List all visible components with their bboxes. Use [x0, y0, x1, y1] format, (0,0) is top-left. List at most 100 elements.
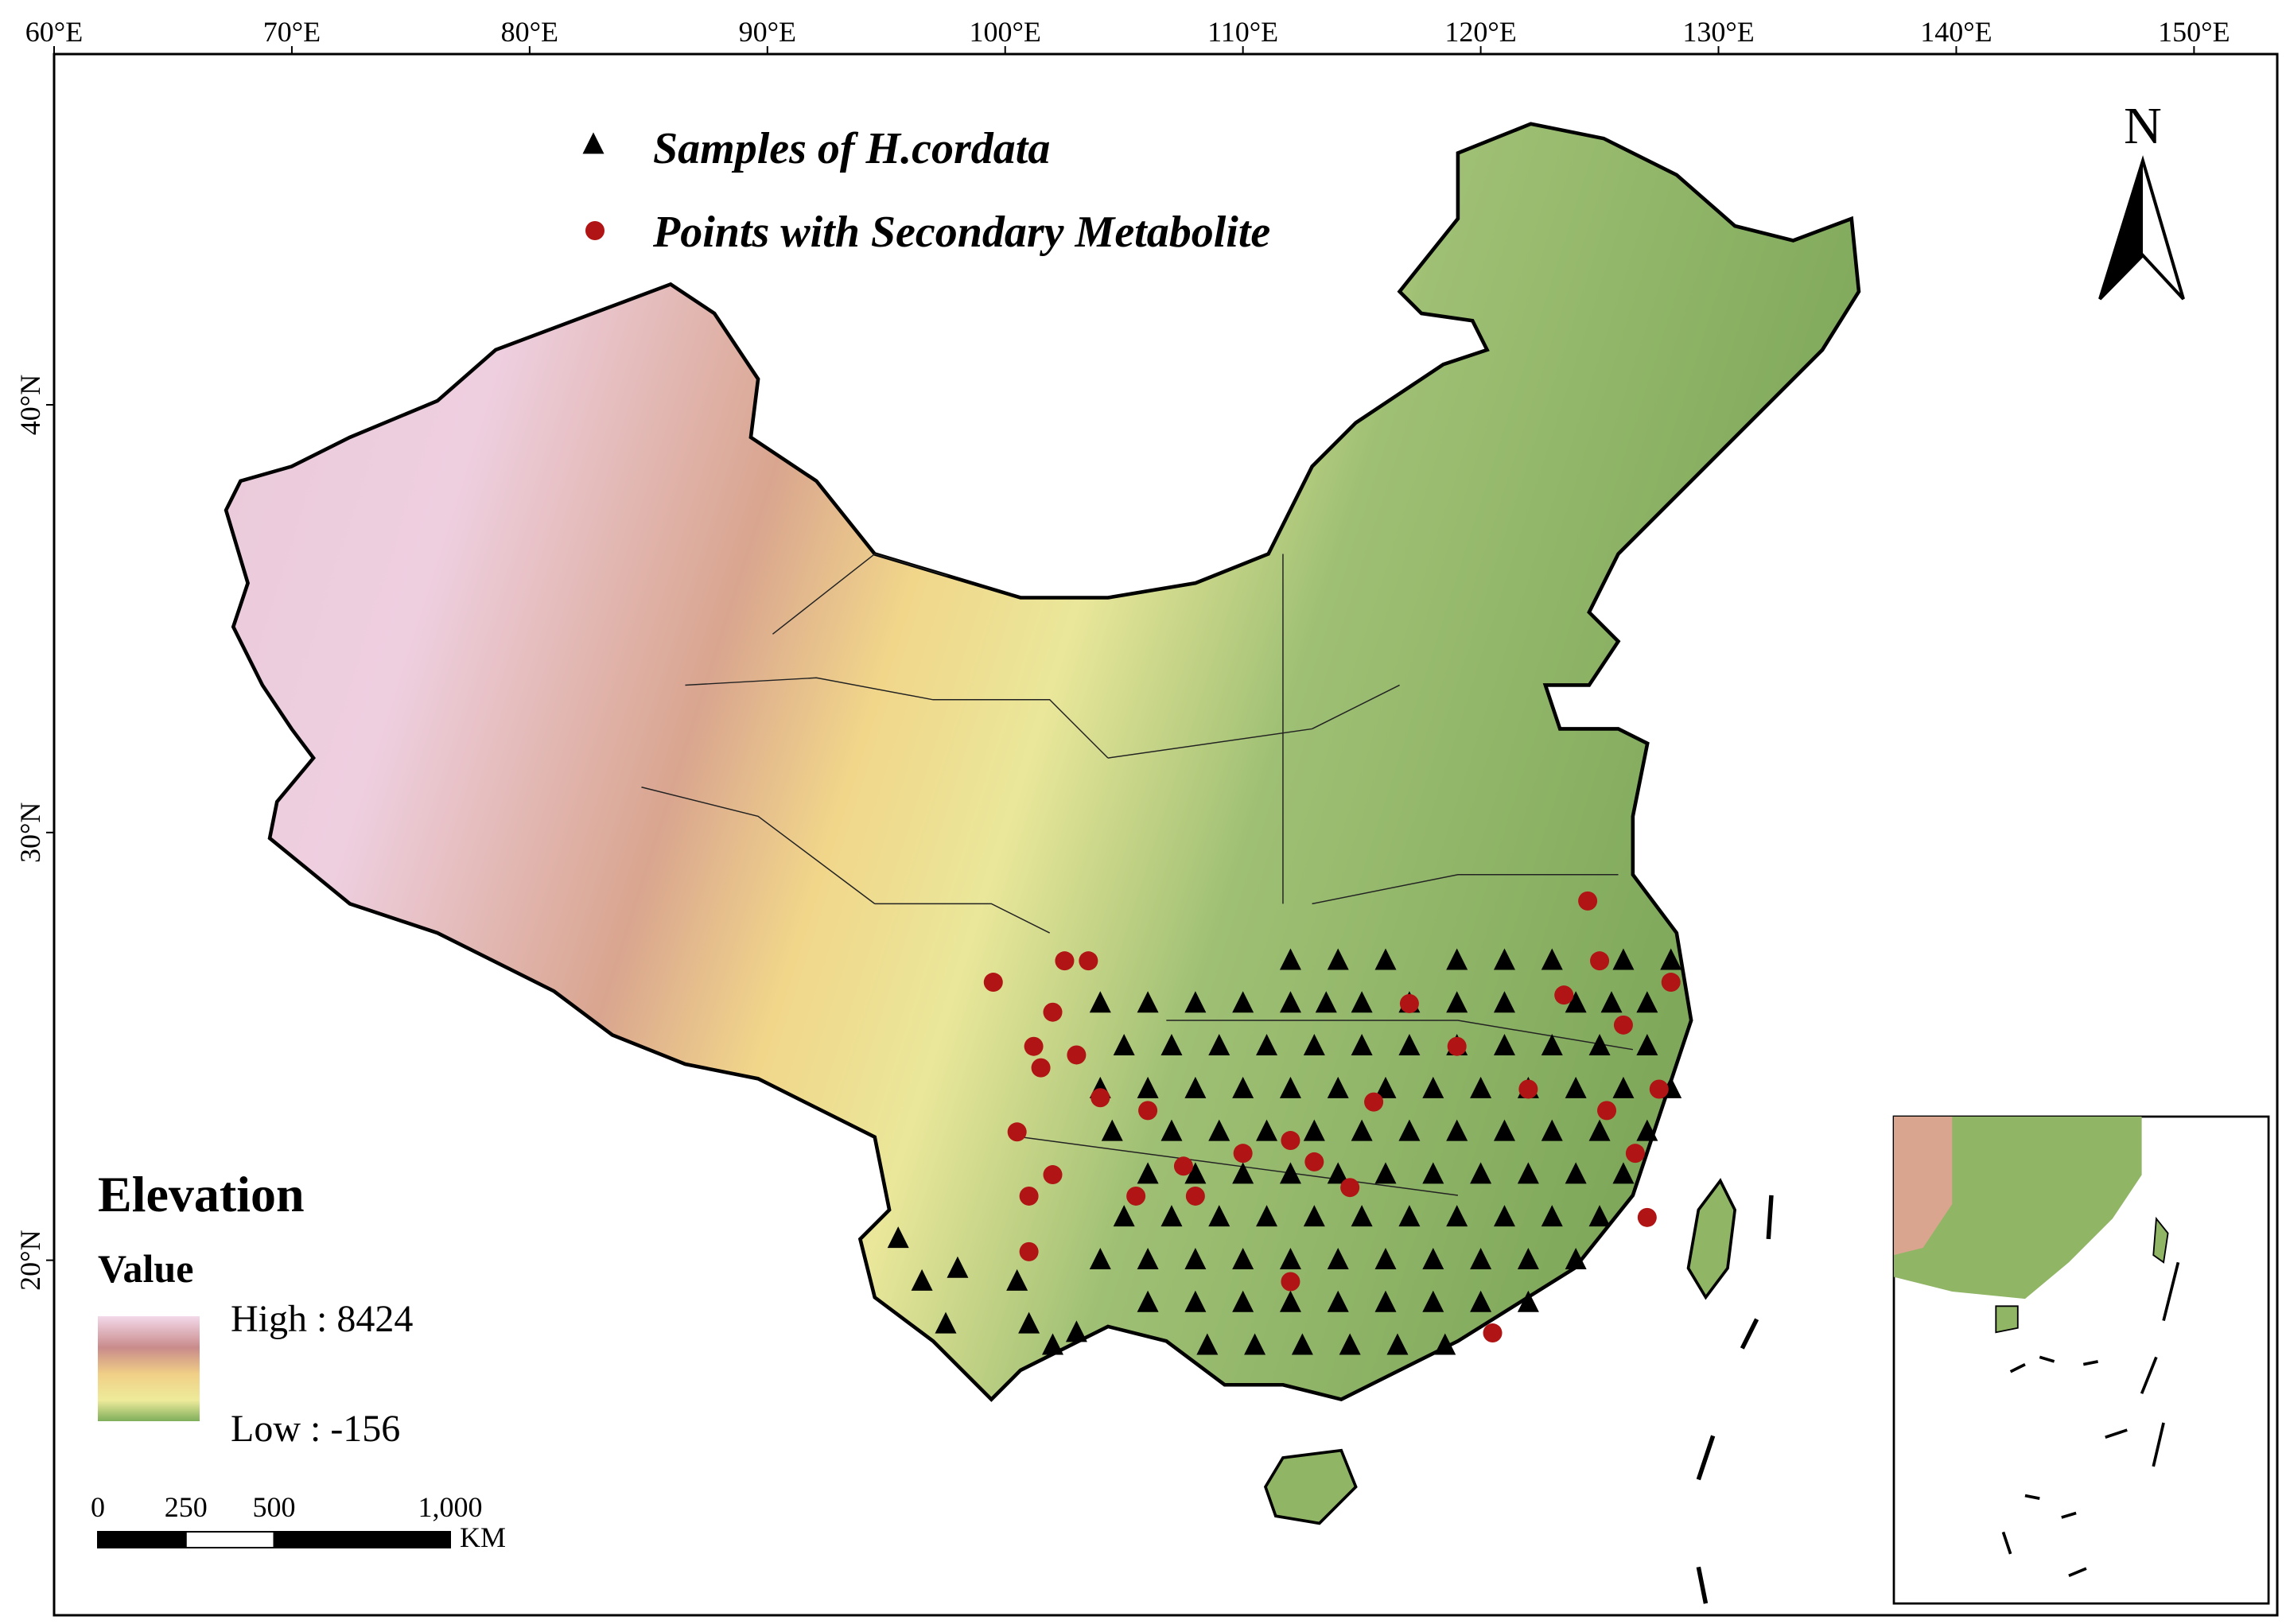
sample-triangle: [1327, 1076, 1349, 1098]
metabolite-point: [1483, 1323, 1503, 1343]
legend-colorbar: [98, 1316, 200, 1421]
sample-triangle: [1113, 1034, 1135, 1056]
metabolite-point: [1138, 1101, 1158, 1121]
metabolite-point: [1019, 1241, 1039, 1261]
sample-triangle: [1244, 1333, 1266, 1355]
lon-tick-label: 70°E: [263, 16, 321, 48]
metabolite-point: [1024, 1036, 1044, 1056]
metabolite-point: [1649, 1079, 1669, 1099]
metabolite-point: [1554, 985, 1574, 1005]
sample-triangle: [935, 1311, 957, 1334]
sample-triangle: [1160, 1205, 1183, 1227]
sample-triangle: [1398, 1119, 1421, 1141]
scale-tick-label: 0: [91, 1491, 105, 1523]
legend-circle-symbol: [585, 221, 605, 240]
hainan: [1263, 1448, 1358, 1525]
sample-triangle: [1493, 991, 1515, 1013]
sample-triangle: [1422, 1162, 1444, 1184]
sample-triangle: [1184, 991, 1207, 1013]
sample-triangle: [1446, 1119, 1468, 1141]
sample-triangle: [1303, 1119, 1325, 1141]
sample-triangle: [1434, 1333, 1456, 1355]
sample-triangle: [1422, 1247, 1444, 1269]
sample-triangle: [1612, 1162, 1635, 1184]
sample-triangle: [1588, 1119, 1611, 1141]
sample-triangle: [1184, 1247, 1207, 1269]
sample-triangle: [1398, 1034, 1421, 1056]
metabolite-point: [1185, 1186, 1205, 1206]
sample-triangle: [1660, 948, 1682, 970]
scale-segment: [185, 1531, 275, 1548]
metabolite-point: [1637, 1207, 1657, 1227]
sample-triangle: [1184, 1076, 1207, 1098]
sample-triangle: [1470, 1076, 1492, 1098]
metabolite-point: [1625, 1144, 1645, 1164]
metabolite-point: [1173, 1156, 1193, 1176]
sample-triangle: [1470, 1290, 1492, 1312]
sample-triangle: [1517, 1247, 1539, 1269]
boundary-dashes: [1696, 1195, 1774, 1604]
sample-triangle: [1208, 1205, 1230, 1227]
metabolite-point: [1079, 951, 1098, 971]
sample-triangle: [1565, 991, 1587, 1013]
sample-triangle: [1006, 1269, 1028, 1291]
sample-triangle: [1137, 991, 1159, 1013]
lon-tick-label: 80°E: [501, 16, 558, 48]
sample-triangle: [1493, 1205, 1515, 1227]
legend-low: Low : -156: [231, 1408, 400, 1450]
sample-triangle: [1184, 1290, 1207, 1312]
metabolite-point: [1019, 1186, 1039, 1206]
sample-triangle: [1446, 1205, 1468, 1227]
sample-triangle: [1517, 1162, 1539, 1184]
sample-triangle: [1208, 1034, 1230, 1056]
metabolite-point: [1590, 951, 1610, 971]
sample-triangle: [1600, 991, 1623, 1013]
sample-triangle: [1470, 1162, 1492, 1184]
north-arrow-half: [2100, 161, 2143, 299]
sample-triangle: [1327, 948, 1349, 970]
sample-triangle: [1089, 1247, 1111, 1269]
metabolite-point: [1613, 1015, 1633, 1035]
lon-tick-label: 90°E: [739, 16, 796, 48]
sample-triangle: [1470, 1247, 1492, 1269]
sample-triangle: [1565, 1162, 1587, 1184]
sample-triangle: [1493, 948, 1515, 970]
sample-triangle: [1636, 1119, 1658, 1141]
metabolite-point: [1055, 951, 1075, 971]
metabolite-point: [1281, 1131, 1300, 1151]
metabolite-point: [1067, 1045, 1087, 1065]
sample-triangle: [1137, 1076, 1159, 1098]
legend-title: Elevation: [98, 1166, 305, 1222]
lon-tick-label: 60°E: [25, 16, 83, 48]
lon-tick-label: 110°E: [1207, 16, 1278, 48]
sample-points: [887, 891, 1682, 1355]
sample-triangle: [911, 1269, 933, 1291]
metabolite-point: [1281, 1272, 1300, 1292]
sample-triangle: [1374, 1290, 1397, 1312]
sample-triangle: [1232, 1247, 1254, 1269]
sample-triangle: [1291, 1333, 1313, 1355]
china-land: [224, 122, 1861, 1604]
north-label: N: [2124, 97, 2162, 155]
metabolite-point: [1233, 1144, 1253, 1164]
sample-triangle: [1351, 1119, 1373, 1141]
lat-tick-label: 20°N: [14, 1230, 46, 1290]
sample-triangle: [1541, 1034, 1563, 1056]
sample-triangle: [1256, 1205, 1278, 1227]
sample-triangle: [1398, 1205, 1421, 1227]
metabolite-point: [1447, 1036, 1467, 1056]
metabolite-point: [1399, 993, 1419, 1013]
scale-tick-label: 1,000: [418, 1491, 483, 1523]
legend-triangle-symbol: [582, 132, 605, 154]
sample-triangle: [1232, 1162, 1254, 1184]
sample-triangle: [1374, 1247, 1397, 1269]
scale-tick-label: 500: [253, 1491, 296, 1523]
sample-triangle: [1541, 1119, 1563, 1141]
inset-map: [1892, 1115, 2270, 1605]
metabolite-point: [983, 973, 1003, 993]
sample-triangle: [1208, 1119, 1230, 1141]
sample-triangle: [1137, 1290, 1159, 1312]
metabolite-point: [1007, 1122, 1027, 1142]
